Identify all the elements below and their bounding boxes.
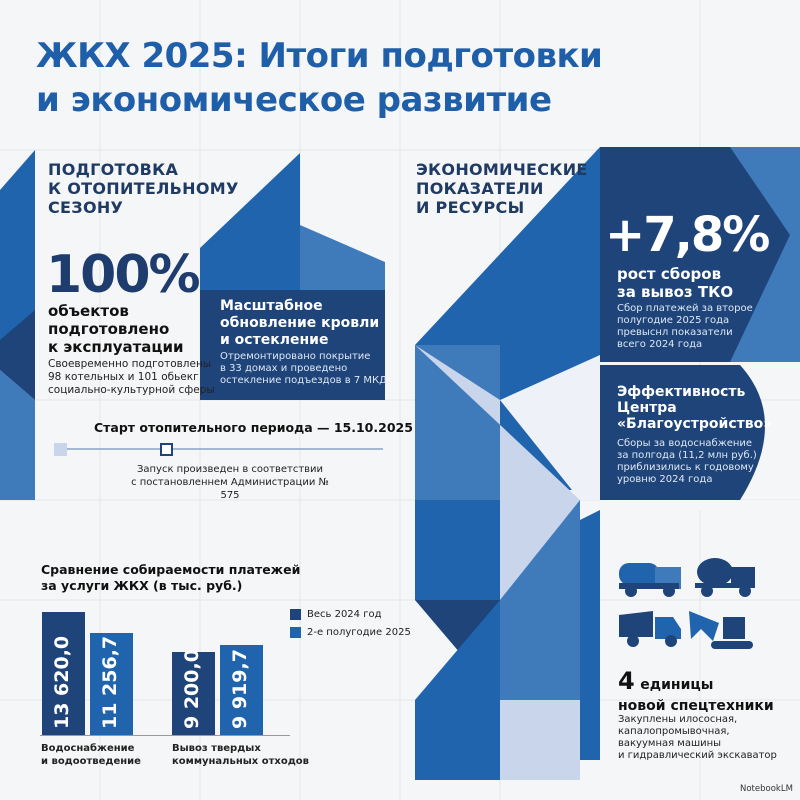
economy-heading: ЭКОНОМИЧЕСКИЕ ПОКАЗАТЕЛИ И РЕСУРСЫ bbox=[416, 160, 588, 217]
readiness-percent: 100% bbox=[46, 245, 201, 305]
category-label-water: Водоснабжение и водоотведение bbox=[41, 743, 141, 767]
legend-item-2024: Весь 2024 год bbox=[290, 609, 382, 620]
bar-chart: 13 620,0 11 256,7 9 200,0 9 919,7 bbox=[42, 612, 263, 735]
roof-description: Отремонтировано покрытие в 33 домах и пр… bbox=[220, 351, 387, 386]
center-title: Эффективность Центра «Благоустройство» bbox=[617, 384, 773, 432]
bar-1-1: 9 919,7 bbox=[220, 645, 263, 735]
bar-value-label: 13 620,0 bbox=[51, 635, 73, 729]
dump-truck-icon bbox=[619, 611, 681, 647]
vehicles-headline: 4 единицы новой спецтехники bbox=[618, 667, 774, 714]
excavator-icon bbox=[689, 611, 753, 649]
chart-title: Сравнение собираемости платежей за услуг… bbox=[41, 562, 301, 593]
chart-baseline bbox=[40, 735, 290, 736]
bar-value-label: 11 256,7 bbox=[99, 635, 121, 729]
readiness-description: Своевременно подготовлены 98 котельных и… bbox=[48, 358, 215, 396]
timeline-current-marker bbox=[160, 443, 173, 456]
vehicle-icons bbox=[619, 558, 755, 649]
heating-start-date: Старт отопительного периода — 15.10.2025 bbox=[94, 420, 413, 435]
center-description: Сборы за водоснабжение за полгода (11,2 … bbox=[617, 438, 757, 485]
growth-description: Сбор платежей за второе полугодие 2025 г… bbox=[617, 303, 753, 350]
timeline-start-marker bbox=[54, 443, 67, 456]
growth-percent: +7,8% bbox=[605, 207, 770, 263]
heating-start-description: Запуск произведен в соответствии с поста… bbox=[131, 464, 329, 501]
bar-value-label: 9 919,7 bbox=[229, 649, 251, 729]
roof-title: Масштабное обновление кровли и остеклени… bbox=[220, 298, 380, 348]
vacuum-truck-icon bbox=[619, 563, 681, 597]
vehicles-description: Закуплены илососная, капалопромывочная, … bbox=[618, 714, 777, 761]
bar-0-1: 11 256,7 bbox=[90, 633, 133, 735]
tanker-truck-icon bbox=[695, 558, 755, 597]
page-title: ЖКХ 2025: Итоги подготовки и экономическ… bbox=[36, 36, 603, 120]
growth-label: рост сборов за вывоз ТКО bbox=[617, 265, 734, 301]
notebooklm-watermark: NotebookLM bbox=[740, 784, 793, 794]
bar-1-0: 9 200,0 bbox=[172, 649, 215, 735]
readiness-label: объектов подготовлено к эксплуатации bbox=[48, 302, 184, 356]
bar-value-label: 9 200,0 bbox=[181, 649, 203, 729]
legend-item-2025: 2-е полугодие 2025 bbox=[290, 627, 411, 638]
category-label-waste: Вывоз твердых коммунальных отходов bbox=[172, 743, 309, 767]
heating-heading: ПОДГОТОВКА К ОТОПИТЕЛЬНОМУ СЕЗОНУ bbox=[48, 160, 239, 217]
bar-0-0: 13 620,0 bbox=[42, 612, 85, 735]
